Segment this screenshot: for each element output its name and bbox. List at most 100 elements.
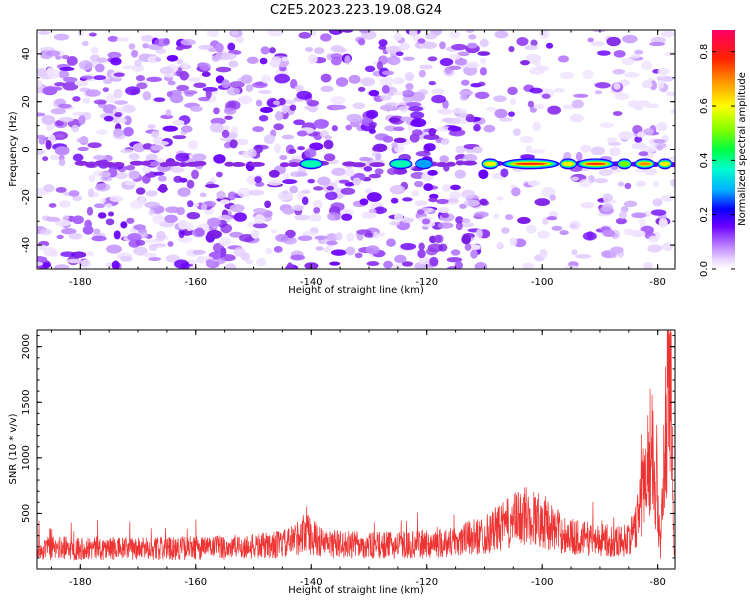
spectrogram-noise-blob [258, 89, 272, 94]
spectrogram-noise-blob [124, 181, 137, 186]
spectrogram-noise-blob [63, 76, 78, 83]
spectrogram-noise-blob [213, 154, 226, 164]
spectrogram-noise-blob [177, 187, 191, 197]
spectrogram-noise-blob [267, 30, 284, 37]
spectrogram-noise-blob [411, 118, 427, 128]
spectrogram-signal-segment [585, 162, 606, 165]
spectrogram-noise-blob [259, 57, 268, 65]
spectrogram-noise-blob [156, 164, 171, 172]
spectrogram-x-tick-label: -80 [650, 277, 666, 288]
spectrogram-noise-blob [54, 219, 71, 227]
spectrogram-noise-blob [164, 214, 178, 224]
spectrogram-noise-blob [186, 179, 195, 189]
spectrogram-noise-blob [293, 119, 305, 126]
spectrogram-noise-blob [602, 229, 615, 237]
spectrogram-line-blob [85, 162, 96, 168]
spectrogram-line-blob [141, 160, 151, 166]
spectrogram-line-blob [196, 160, 207, 166]
spectrogram-noise-blob [210, 117, 226, 125]
spectrogram-noise-blob [251, 229, 260, 239]
spectrogram-noise-blob [509, 237, 518, 247]
spectrogram-panel: -180 -160 -140 -120 -100 -80 -40 -20 0 20 40 Heig… [8, 29, 676, 296]
spectrogram-noise-blob [274, 111, 284, 121]
spectrogram-noise-blob [45, 50, 61, 57]
spectrogram-noise-blob [393, 137, 407, 143]
spectrogram-noise-blob [379, 94, 392, 101]
spectrogram-noise-blob [153, 171, 165, 176]
spectrogram-signal-segment [484, 161, 497, 166]
spectrogram-noise-blob [150, 130, 160, 138]
spectrogram-noise-blob [393, 32, 402, 41]
spectrogram-signal-segment [638, 162, 651, 166]
snr-x-tick-label: -140 [300, 577, 323, 588]
spectrogram-noise-blob [273, 123, 284, 131]
spectrogram-noise-blob [72, 153, 84, 162]
spectrogram-noise-blob [366, 261, 380, 267]
spectrogram-noise-blob [220, 247, 227, 257]
spectrogram-noise-blob [74, 80, 89, 87]
spectrogram-noise-blob [113, 88, 123, 99]
spectrogram-noise-blob [582, 69, 594, 79]
spectrogram-noise-blob [373, 143, 388, 152]
spectrogram-noise-blob [439, 155, 450, 164]
spectrogram-noise-blob [266, 97, 279, 108]
spectrogram-noise-blob [37, 79, 43, 88]
spectrogram-line-blob [74, 160, 89, 166]
spectrogram-noise-blob [508, 46, 515, 53]
spectrogram-noise-blob [439, 41, 446, 50]
spectrogram-noise-blob [90, 46, 99, 54]
spectrogram-noise-blob [43, 184, 55, 193]
spectrogram-noise-blob [496, 241, 504, 248]
spectrogram-noise-blob [182, 62, 190, 69]
spectrogram-noise-blob [282, 179, 298, 185]
spectrogram-noise-blob [290, 254, 305, 261]
spectrogram-noise-blob [624, 182, 632, 190]
spectrogram-line-blob [167, 161, 181, 167]
spectrogram-noise-blob [288, 148, 297, 154]
spectrogram-noise-blob [440, 138, 450, 145]
spectrogram-signal-segment [391, 160, 411, 168]
spectrogram-noise-blob [77, 146, 89, 152]
spectrogram-noise-blob [254, 176, 262, 183]
spectrogram-noise-blob [269, 47, 276, 54]
spectrogram-noise-blob [380, 76, 394, 87]
spectrogram-noise-blob [113, 72, 125, 77]
spectrogram-noise-blob [635, 180, 647, 187]
spectrogram-noise-blob [121, 65, 135, 70]
spectrogram-noise-blob [302, 230, 317, 237]
spectrogram-noise-blob [185, 222, 194, 232]
spectrogram-noise-blob [86, 206, 94, 216]
spectrogram-noise-blob [375, 153, 382, 161]
spectrogram-noise-blob [165, 109, 172, 117]
spectrogram-noise-blob [437, 108, 453, 115]
spectrogram-noise-blob [442, 184, 452, 192]
spectrogram-noise-blob [166, 54, 179, 62]
spectrogram-line-blob [249, 161, 265, 167]
spectrogram-noise-blob [525, 224, 537, 234]
spectrogram-noise-blob [613, 82, 621, 90]
spectrogram-noise-blob [58, 103, 72, 109]
spectrogram-noise-blob [652, 181, 660, 187]
spectrogram-noise-blob [281, 56, 289, 62]
colorbar-tick-label: 0.2 [699, 207, 710, 223]
spectrogram-noise-blob [38, 30, 51, 35]
spectrogram-noise-blob [120, 221, 128, 229]
spectrogram-noise-blob [77, 30, 85, 37]
spectrogram-noise-blob [368, 173, 382, 179]
spectrogram-noise-blob [385, 45, 402, 54]
spectrogram-noise-blob [507, 86, 518, 96]
spectrogram-noise-blob [159, 66, 174, 75]
spectrogram-noise-blob [541, 187, 556, 197]
spectrogram-noise-blob [235, 35, 245, 43]
spectrogram-noise-blob [477, 81, 486, 87]
spectrogram-noise-blob [167, 241, 174, 247]
spectrogram-noise-blob [533, 103, 545, 110]
spectrogram-noise-blob [85, 89, 101, 97]
spectrogram-noise-blob [410, 111, 425, 119]
spectrogram-noise-blob [277, 190, 294, 201]
spectrogram-noise-blob [645, 168, 657, 176]
spectrogram-noise-blob [465, 61, 480, 69]
spectrogram-noise-blob [267, 179, 282, 186]
spectrogram-noise-blob [493, 213, 500, 219]
spectrogram-noise-blob [205, 259, 215, 266]
